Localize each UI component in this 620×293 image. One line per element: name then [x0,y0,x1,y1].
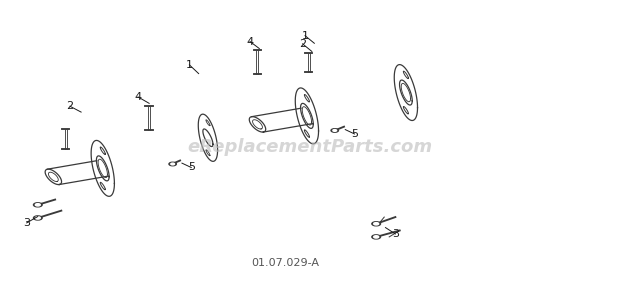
Circle shape [372,222,381,226]
Circle shape [372,235,381,239]
Text: 1: 1 [301,31,309,41]
Circle shape [33,203,42,207]
Text: 1: 1 [186,60,193,70]
Text: eReplacementParts.com: eReplacementParts.com [187,137,433,156]
Text: 3: 3 [23,218,30,228]
Text: 4: 4 [246,37,254,47]
Circle shape [374,223,379,225]
Text: 5: 5 [188,163,195,173]
Circle shape [35,217,40,219]
Circle shape [333,130,337,131]
Circle shape [331,129,339,132]
Circle shape [33,216,42,220]
Circle shape [171,163,174,165]
Circle shape [35,204,40,206]
Text: 2: 2 [299,39,306,49]
Text: 3: 3 [392,229,399,239]
Text: 01.07.029-A: 01.07.029-A [251,258,319,268]
Text: 4: 4 [135,92,141,102]
Text: 2: 2 [66,101,74,111]
Circle shape [169,162,176,166]
Circle shape [374,236,379,238]
Text: 5: 5 [351,129,358,139]
